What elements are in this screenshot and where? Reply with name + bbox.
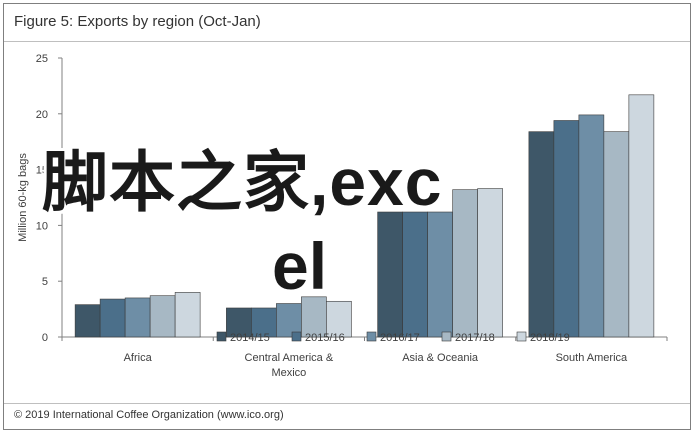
legend-swatch bbox=[216, 331, 227, 342]
bar bbox=[149, 295, 176, 338]
bar bbox=[578, 114, 605, 338]
y-tick-label: 15 bbox=[36, 165, 48, 177]
x-tick-label: Asia & Oceania bbox=[402, 352, 479, 364]
bar bbox=[477, 188, 503, 338]
legend-label: 2016/17 bbox=[380, 332, 420, 344]
title-bar: Figure 5: Exports by region (Oct-Jan) bbox=[4, 4, 690, 42]
legend-swatch bbox=[516, 331, 527, 342]
legend-label: 2017/18 bbox=[455, 332, 495, 344]
x-tick-label: Central America & bbox=[245, 352, 334, 364]
bar bbox=[628, 94, 655, 338]
y-tick-label: 10 bbox=[36, 220, 48, 232]
bar bbox=[326, 300, 352, 338]
bar bbox=[174, 292, 201, 338]
y-tick-label: 20 bbox=[36, 109, 48, 121]
legend-swatch bbox=[441, 331, 452, 342]
bar bbox=[427, 211, 453, 338]
bar bbox=[301, 296, 327, 338]
bar bbox=[74, 304, 101, 338]
chart-area: 0 5 10 15 20 25 Million 60-kg bags Africa Centra… bbox=[4, 42, 690, 397]
bar bbox=[377, 211, 403, 338]
bar bbox=[528, 131, 555, 338]
bar bbox=[251, 307, 277, 338]
bar bbox=[276, 303, 302, 338]
figure-frame: Figure 5: Exports by region (Oct-Jan) 0 5… bbox=[3, 3, 691, 430]
legend-swatch bbox=[291, 331, 302, 342]
bar-chart: 0 5 10 15 20 25 Million 60-kg bags Africa Centra… bbox=[17, 53, 668, 379]
legend-label: 2018/19 bbox=[530, 332, 570, 344]
y-tick-label: 5 bbox=[42, 276, 48, 288]
bar bbox=[99, 298, 126, 338]
source-note: © 2019 International Coffee Organization… bbox=[14, 409, 284, 421]
bar bbox=[124, 297, 151, 338]
legend-label: 2015/16 bbox=[305, 332, 345, 344]
y-tick-label: 0 bbox=[42, 332, 48, 344]
y-axis-title: Million 60-kg bags bbox=[17, 153, 29, 242]
bar bbox=[603, 131, 630, 338]
source-bar: © 2019 International Coffee Organization… bbox=[4, 403, 690, 429]
y-tick-label: 25 bbox=[36, 53, 48, 65]
x-tick-label: South America bbox=[556, 352, 628, 364]
x-tick-label: Mexico bbox=[271, 367, 306, 379]
bar bbox=[402, 211, 428, 338]
x-tick-label: Africa bbox=[124, 352, 153, 364]
legend-label: 2014/15 bbox=[230, 332, 270, 344]
bar bbox=[553, 120, 580, 338]
bar bbox=[452, 189, 478, 338]
legend-swatch bbox=[366, 331, 377, 342]
chart-title: Figure 5: Exports by region (Oct-Jan) bbox=[14, 13, 261, 30]
